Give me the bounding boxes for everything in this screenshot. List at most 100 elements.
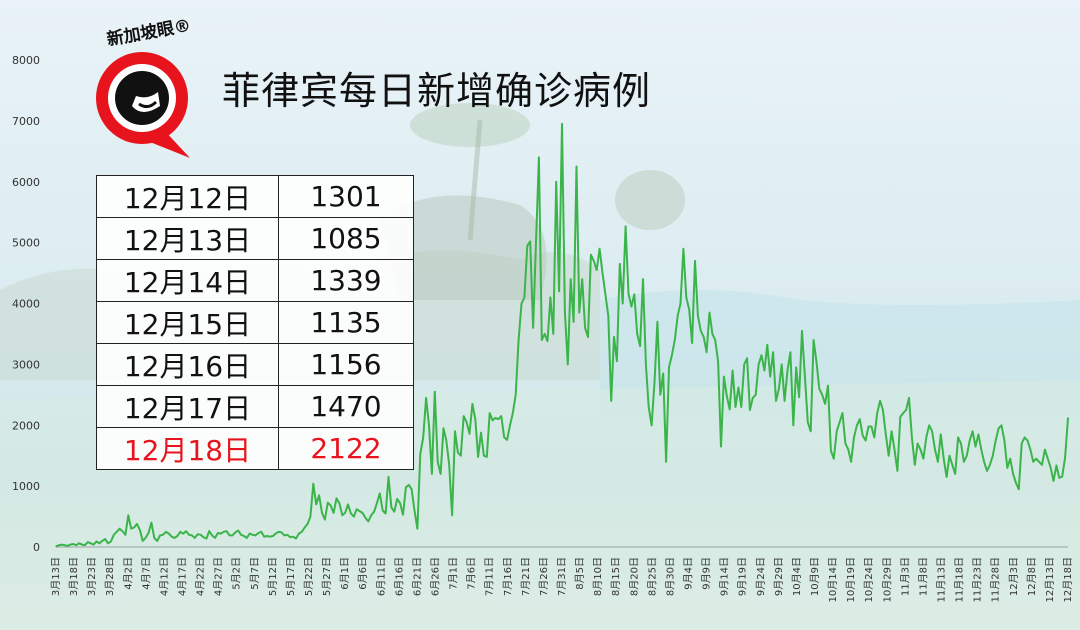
- x-tick-label: 4月12日: [158, 557, 170, 596]
- data-point: [841, 412, 844, 414]
- data-point: [668, 366, 670, 368]
- data-point: [1006, 467, 1008, 469]
- y-axis: 0 1000 2000 3000 4000 5000 6000 7000 8000: [12, 54, 40, 554]
- data-point: [801, 330, 803, 332]
- data-point: [448, 464, 450, 466]
- data-point: [127, 514, 129, 516]
- x-tick-label: 5月27日: [321, 557, 333, 596]
- data-point: [682, 248, 685, 250]
- data-point: [844, 442, 847, 445]
- table-cell-date: 12月17日: [96, 385, 279, 428]
- data-point: [778, 388, 780, 390]
- x-tick-label: 9月24日: [755, 557, 767, 596]
- table-cell-value: 1135: [278, 301, 414, 344]
- data-point: [986, 470, 988, 472]
- data-point: [304, 526, 306, 529]
- data-point: [850, 461, 852, 463]
- data-point: [335, 497, 338, 499]
- recent-cases-table: 12月12日 1301 12月13日 1085 12月14日 1339 12月15日 1135…: [96, 175, 414, 470]
- data-point: [656, 321, 659, 323]
- data-point: [477, 456, 479, 458]
- data-point: [408, 484, 410, 486]
- data-point: [732, 369, 734, 372]
- data-point: [78, 542, 80, 544]
- y-tick-label: 1000: [12, 480, 40, 493]
- x-tick-label: 5月12日: [267, 557, 279, 596]
- data-point: [908, 397, 910, 399]
- data-point: [1012, 473, 1014, 475]
- data-point: [87, 541, 89, 543]
- data-point: [839, 421, 841, 423]
- data-point: [743, 363, 745, 365]
- data-point: [688, 309, 690, 311]
- x-tick-label: 7月21日: [520, 557, 532, 596]
- x-tick-label: 3月18日: [68, 557, 80, 596]
- x-tick-label: 10月19日: [845, 557, 857, 602]
- data-point: [544, 333, 546, 335]
- data-point: [966, 455, 968, 457]
- data-point: [494, 417, 497, 419]
- data-point: [440, 473, 442, 475]
- data-point: [205, 537, 207, 540]
- data-point: [619, 263, 621, 265]
- data-point: [1052, 480, 1055, 482]
- data-point: [714, 339, 716, 341]
- data-point: [564, 312, 566, 314]
- data-point: [518, 339, 520, 341]
- data-point: [385, 512, 387, 515]
- data-point: [1038, 461, 1040, 463]
- data-point: [301, 531, 303, 533]
- table-cell-value: 1156: [278, 343, 414, 386]
- data-point: [165, 531, 167, 533]
- data-point: [292, 536, 294, 538]
- table-cell-date: 12月14日: [96, 259, 279, 302]
- data-point: [951, 464, 953, 466]
- y-tick-label: 4000: [12, 298, 40, 311]
- x-tick-label: 8月25日: [646, 557, 658, 596]
- data-point: [1035, 458, 1037, 460]
- x-tick-label: 11月8日: [917, 557, 929, 596]
- data-point: [954, 473, 956, 475]
- data-point: [237, 530, 239, 532]
- data-point: [168, 533, 170, 535]
- data-point: [228, 534, 231, 537]
- x-tick-label: 10月4日: [791, 557, 803, 596]
- table-cell-value: 1301: [278, 175, 414, 218]
- data-point: [295, 537, 297, 540]
- data-point: [807, 421, 809, 423]
- x-tick-label: 11月13日: [936, 557, 948, 602]
- data-point: [541, 339, 543, 341]
- data-point: [862, 435, 864, 437]
- data-point: [471, 403, 473, 405]
- data-point: [775, 400, 777, 402]
- data-point: [919, 449, 922, 451]
- data-point: [463, 415, 465, 417]
- data-point: [116, 531, 118, 533]
- data-point: [147, 532, 150, 534]
- data-point: [411, 488, 413, 490]
- x-tick-label: 6月11日: [375, 557, 387, 596]
- data-point: [359, 510, 361, 512]
- data-point: [104, 538, 106, 540]
- data-point: [382, 509, 384, 512]
- data-point: [604, 293, 607, 295]
- data-point: [1029, 449, 1031, 451]
- data-point: [781, 363, 783, 365]
- data-point: [286, 534, 288, 536]
- data-point: [873, 436, 875, 438]
- data-point: [324, 519, 326, 521]
- data-point: [67, 545, 69, 547]
- x-tick-label: 5月7日: [249, 557, 261, 590]
- data-point: [706, 351, 708, 353]
- data-point: [442, 427, 445, 429]
- y-tick-label: 2000: [12, 419, 40, 432]
- data-point: [700, 330, 702, 332]
- data-point: [208, 530, 210, 532]
- data-point: [309, 516, 311, 518]
- logo-mark-icon: [96, 52, 190, 158]
- data-point: [535, 242, 537, 244]
- data-point: [943, 458, 945, 460]
- data-point: [376, 502, 378, 504]
- data-point: [532, 327, 534, 329]
- x-tick-label: 8月5日: [574, 557, 586, 590]
